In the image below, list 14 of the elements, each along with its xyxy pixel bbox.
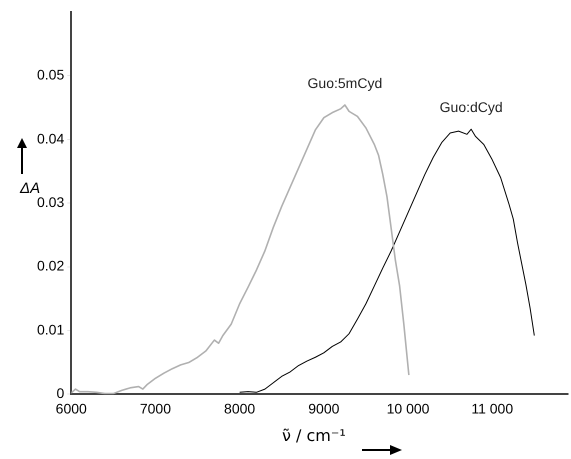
y-tick-label: 0.05: [37, 66, 64, 83]
x-tick-label: 10 000: [386, 400, 430, 416]
x-tick-label: 8000: [224, 400, 256, 416]
y-tick-label: 0.04: [37, 130, 64, 146]
x-tick-label: 9000: [308, 400, 340, 416]
x-axis-title: ν̃ / cm⁻¹: [282, 426, 346, 445]
y-tick-label: 0.02: [37, 258, 64, 274]
y-tick-label: 0: [56, 385, 64, 402]
y-tick-label: 0.01: [37, 321, 64, 338]
x-tick-label: 11 000: [471, 400, 514, 416]
x-tick-label: 6000: [56, 400, 88, 416]
series-label: Guo:5mCyd: [308, 74, 382, 91]
x-tick-label: 7000: [140, 400, 172, 416]
series-label: Guo:dCyd: [440, 99, 503, 116]
